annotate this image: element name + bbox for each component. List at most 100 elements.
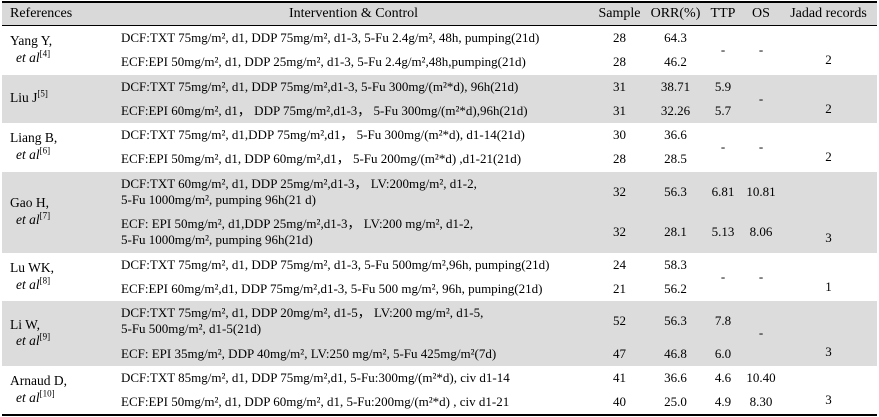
- sample-cell: 24: [613, 256, 626, 272]
- table-row: ECF:EPI 50mg/m², d1, DDP 25mg/m², d1-3, …: [2, 50, 877, 74]
- intervention-cell: ECF:EPI 60mg/m², d1， DDP 75mg/m²,d1-3， 5…: [115, 98, 592, 123]
- sample-cell: 28: [613, 30, 626, 45]
- table-row: Li W, et al[9] DCF:TXT 75mg/m², d1, DDP …: [2, 301, 877, 366]
- orr-cell: 36.6: [664, 369, 687, 385]
- jadad-cell: 2: [825, 149, 832, 165]
- ttp-cell: 6.81: [704, 171, 742, 212]
- os-cell: -: [742, 301, 780, 366]
- table-row: Arnaud D, et al[10] DCF:TXT 85mg/m², d1,…: [2, 366, 877, 407]
- intervention-cell: ECF:EPI 50mg/m², d1, DDP 25mg/m², d1-3, …: [121, 54, 526, 70]
- sample-cell: 47: [592, 341, 647, 366]
- sample-cell: 30: [613, 127, 626, 142]
- table-row: ECF:EPI 60mg/m²,d1, DDP 75mg/m²,d1-3, 5-…: [2, 277, 877, 301]
- ttp-cell: 5.7: [704, 98, 742, 123]
- reference-cell: Liang B, et al[6]: [10, 130, 58, 163]
- jadad-cell: 3: [780, 301, 877, 366]
- intervention-cell: ECF: EPI 35mg/m², DDP 40mg/m², LV:250 mg…: [115, 341, 592, 366]
- os-cell: 10.81: [742, 171, 780, 212]
- sample-cell: 31: [592, 74, 647, 99]
- os-cell: -: [742, 74, 780, 123]
- table-row: ECF: EPI 35mg/m², DDP 40mg/m², LV:250 mg…: [2, 341, 877, 366]
- ttp-cell: 7.8: [704, 301, 742, 342]
- intervention-cell: DCF:TXT 75mg/m², d1, DDP 75mg/m²,d1-3, 5…: [115, 74, 592, 99]
- ttp-cell: 4.9: [714, 394, 732, 409]
- ttp-cell: 5.9: [704, 74, 742, 99]
- header-sample: Sample: [592, 2, 647, 26]
- reference-cell: Arnaud D, et al[10]: [10, 373, 67, 405]
- intervention-cell: DCF:TXT 60mg/m², d1, DDP 25mg/m²,d1-3， L…: [115, 171, 592, 212]
- ttp-cell: -: [720, 42, 726, 58]
- table-header-row: References Intervention & Control Sample…: [2, 2, 877, 26]
- orr-cell: 46.2: [664, 54, 687, 70]
- reference-cell: Gao H, et al[7]: [2, 171, 115, 253]
- ttp-cell: -: [720, 268, 726, 284]
- os-cell: -: [758, 42, 764, 58]
- sample-cell: 32: [592, 212, 647, 253]
- intervention-cell: DCF:TXT 75mg/m², d1, DDP 75mg/m², d1-3, …: [121, 30, 540, 45]
- reference-cell: Lu WK, et al[8]: [10, 259, 54, 292]
- reference-cell: Liu J[5]: [2, 74, 115, 123]
- jadad-cell: 2: [780, 74, 877, 123]
- os-cell: -: [758, 268, 764, 284]
- intervention-cell: ECF:EPI 50mg/m², d1, DDP 60mg/m², d1, 5-…: [121, 394, 510, 409]
- ttp-cell: 6.0: [704, 341, 742, 366]
- intervention-cell: ECF: EPI 50mg/m², d1,DDP 25mg/m²,d1-3， L…: [115, 212, 592, 253]
- intervention-cell: DCF:TXT 75mg/m², d1, DDP 75mg/m², d1-3, …: [121, 256, 550, 272]
- orr-cell: 64.3: [664, 30, 687, 45]
- orr-cell: 46.8: [647, 341, 704, 366]
- intervention-cell: ECF:EPI 50mg/m², d1, DDP 60mg/m²,d1， 5-F…: [121, 151, 522, 167]
- sample-cell: 32: [592, 171, 647, 212]
- intervention-cell: ECF:EPI 60mg/m²,d1, DDP 75mg/m²,d1-3, 5-…: [121, 280, 543, 296]
- table-row: Gao H, et al[7] DCF:TXT 60mg/m², d1, DDP…: [2, 171, 877, 253]
- ttp-cell: 4.6: [714, 369, 732, 385]
- ttp-cell: -: [720, 139, 726, 155]
- intervention-cell: DCF:TXT 75mg/m², d1,DDP 75mg/m²,d1， 5-Fu…: [121, 127, 525, 142]
- orr-cell: 36.6: [664, 127, 687, 142]
- jadad-cell: 3: [780, 171, 877, 253]
- reference-cell: Yang Y, et al[4]: [10, 33, 53, 66]
- sample-cell: 28: [613, 151, 626, 167]
- orr-cell: 28.5: [664, 151, 687, 167]
- os-cell: 8.06: [742, 212, 780, 253]
- jadad-cell: 3: [825, 392, 832, 407]
- sample-cell: 52: [592, 301, 647, 342]
- header-jadad: Jadad records: [780, 2, 877, 26]
- orr-cell: 56.3: [647, 171, 704, 212]
- intervention-cell: DCF:TXT 85mg/m², d1, DDP 75mg/m²,d1, 5-F…: [121, 369, 510, 385]
- orr-cell: 32.26: [647, 98, 704, 123]
- table-row: ECF: EPI 50mg/m², d1,DDP 25mg/m²,d1-3， L…: [2, 212, 877, 253]
- os-cell: 10.40: [746, 369, 776, 385]
- reference-cell: Li W, et al[9]: [2, 301, 115, 366]
- table-row: ECF:EPI 60mg/m², d1， DDP 75mg/m²,d1-3， 5…: [2, 98, 877, 123]
- orr-cell: 58.3: [664, 256, 687, 272]
- header-os: OS: [742, 2, 780, 26]
- orr-cell: 38.71: [647, 74, 704, 99]
- table-row: ECF:EPI 50mg/m², d1, DDP 60mg/m²,d1， 5-F…: [2, 147, 877, 171]
- intervention-cell: DCF:TXT 75mg/m², d1, DDP 20mg/m², d1-5， …: [115, 301, 592, 342]
- ttp-cell: 5.13: [704, 212, 742, 253]
- table-row: Lu WK, et al[8] DCF:TXT 75mg/m², d1, DDP…: [2, 253, 877, 294]
- header-intervention: Intervention & Control: [115, 2, 592, 26]
- table-row: Yang Y, et al[4] DCF:TXT 75mg/m², d1, DD…: [2, 26, 877, 67]
- header-ttp: TTP: [704, 2, 742, 26]
- sample-cell: 21: [613, 280, 626, 296]
- jadad-cell: 2: [825, 52, 832, 68]
- sample-cell: 40: [613, 394, 626, 409]
- orr-cell: 28.1: [647, 212, 704, 253]
- orr-cell: 25.0: [664, 394, 687, 409]
- sample-cell: 41: [613, 369, 626, 385]
- os-cell: -: [758, 139, 764, 155]
- header-orr: ORR(%): [647, 2, 704, 26]
- os-cell: 8.30: [749, 394, 773, 409]
- jadad-cell: 1: [825, 278, 832, 294]
- table-row: Liang B, et al[6] DCF:TXT 75mg/m², d1,DD…: [2, 123, 877, 164]
- sample-cell: 28: [613, 54, 626, 70]
- orr-cell: 56.2: [664, 280, 687, 296]
- table-row: ECF:EPI 50mg/m², d1, DDP 60mg/m², d1, 5-…: [2, 390, 877, 415]
- orr-cell: 56.3: [647, 301, 704, 342]
- header-references: References: [2, 2, 115, 26]
- sample-cell: 31: [592, 98, 647, 123]
- table-row: Liu J[5] DCF:TXT 75mg/m², d1, DDP 75mg/m…: [2, 74, 877, 123]
